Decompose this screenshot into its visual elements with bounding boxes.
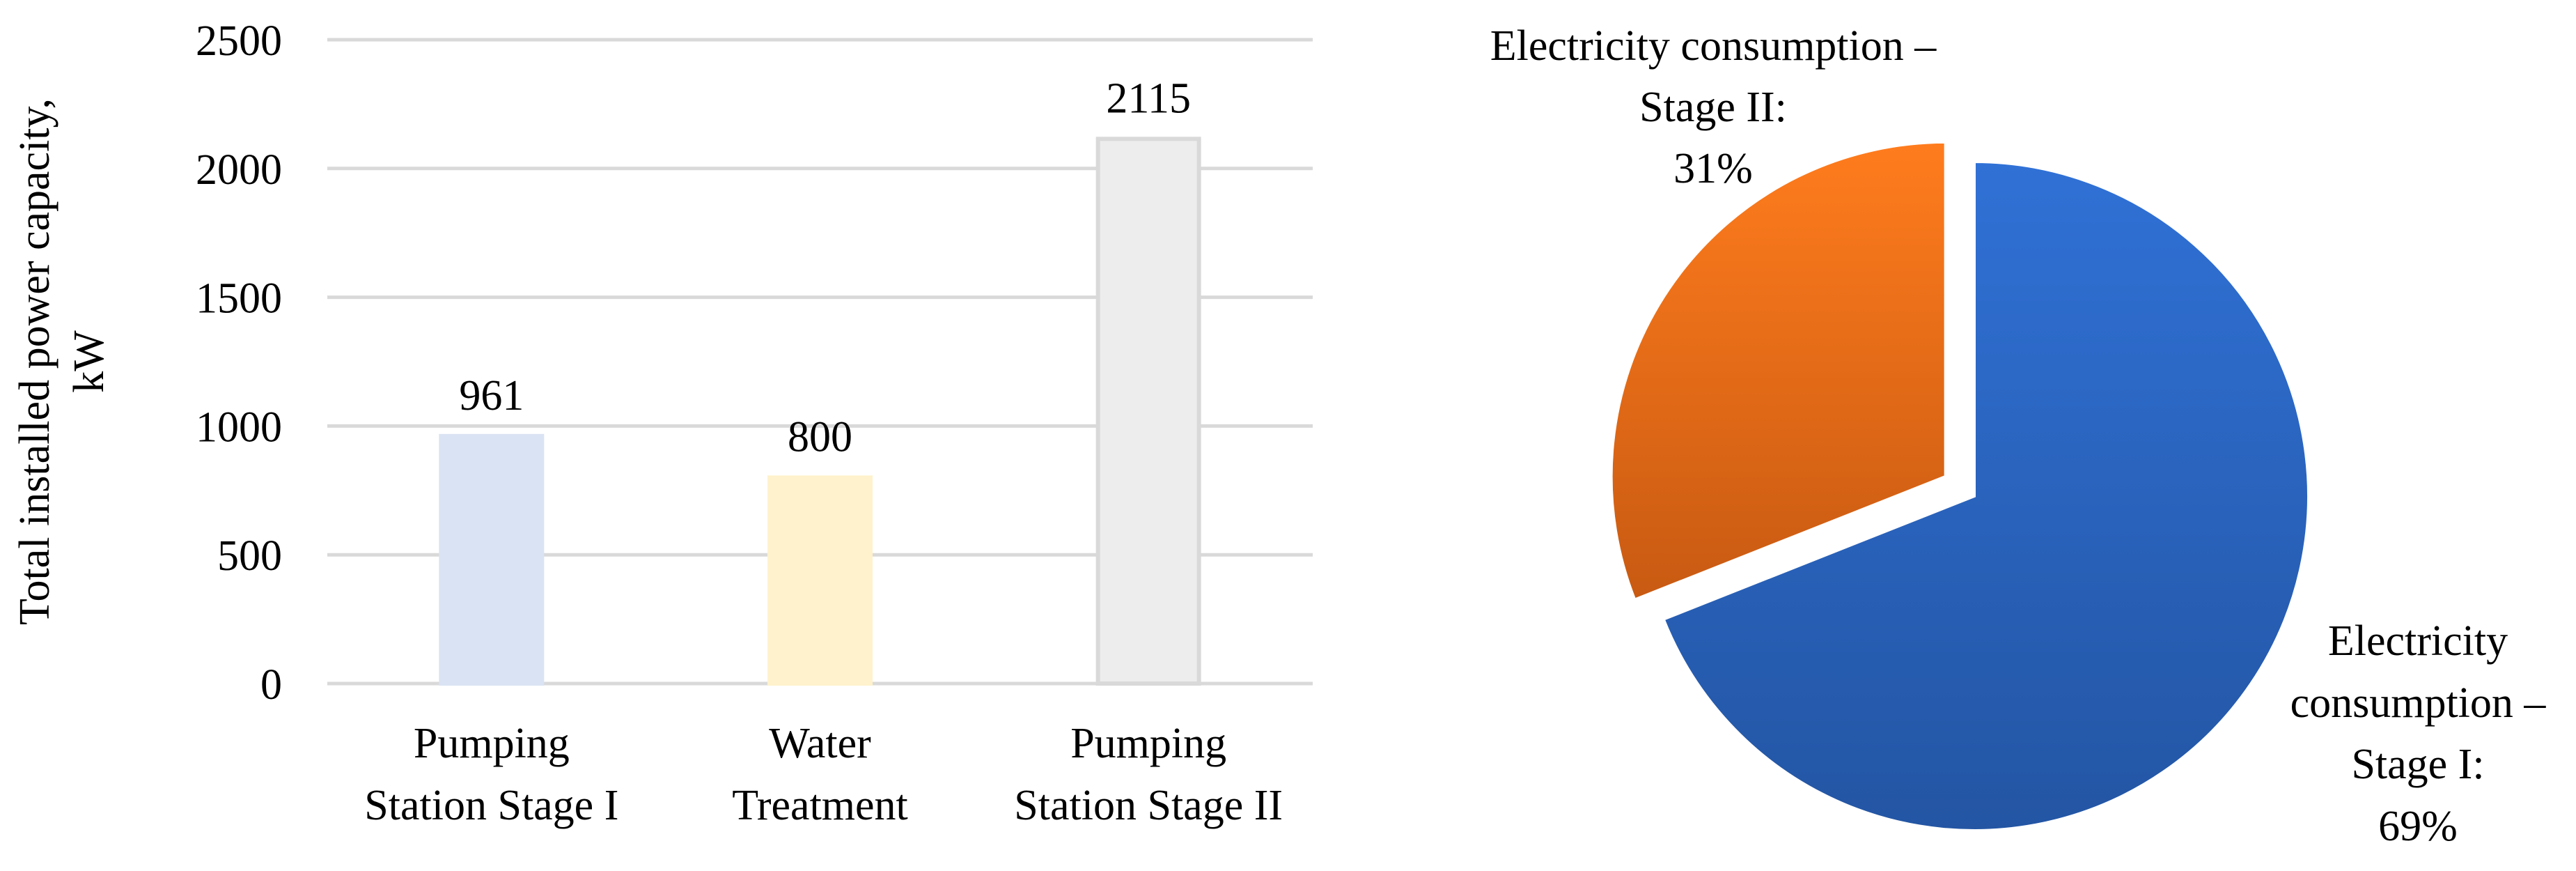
pie-data-label: 69% <box>2378 803 2458 850</box>
x-tick-label: Pumping <box>414 720 570 767</box>
bar-chart: 0 500 1000 1500 2000 2500 961 Pumping Station St… <box>11 17 1313 829</box>
bar-2 <box>767 475 873 686</box>
pie-data-label: Electricity consumption – <box>1490 22 1937 70</box>
x-tick-label: Pumping <box>1070 720 1226 767</box>
y-axis-label: Total installed power capacity, kW <box>11 98 113 625</box>
y-tick-label: 0 <box>260 661 282 709</box>
pie-chart: Electricity consumption – Stage I: 69% Elect… <box>1490 22 2547 850</box>
bar-1 <box>439 433 545 686</box>
y-axis-label-line: kW <box>65 330 113 393</box>
bar-data-label: 2115 <box>1106 75 1191 122</box>
bar-data-label: 961 <box>459 372 524 419</box>
pie-slice-2 <box>1609 140 1947 602</box>
pie-data-label: Stage II: <box>1639 84 1787 131</box>
y-tick-label: 500 <box>217 532 282 580</box>
y-tick-label: 1500 <box>196 275 282 323</box>
bar-3 <box>1095 137 1201 686</box>
x-tick-label: Treatment <box>732 782 908 829</box>
y-tick-label: 1000 <box>196 403 282 451</box>
pie-data-label: 31% <box>1673 145 1753 192</box>
y-tick-label: 2500 <box>196 17 282 65</box>
bar-data-label: 800 <box>788 413 852 461</box>
pie-data-label: Stage I: <box>2351 741 2484 788</box>
y-tick-label: 2000 <box>196 146 282 194</box>
x-tick-label: Station Stage I <box>364 782 618 829</box>
pie-data-label: Electricity <box>2328 617 2508 665</box>
x-tick-label: Water <box>769 720 871 767</box>
x-tick-label: Station Stage II <box>1014 782 1283 829</box>
pie-slice-1 <box>1662 160 2310 832</box>
y-axis-label-line: Total installed power capacity, <box>11 98 58 625</box>
pie-data-label: consumption – <box>2290 679 2547 727</box>
